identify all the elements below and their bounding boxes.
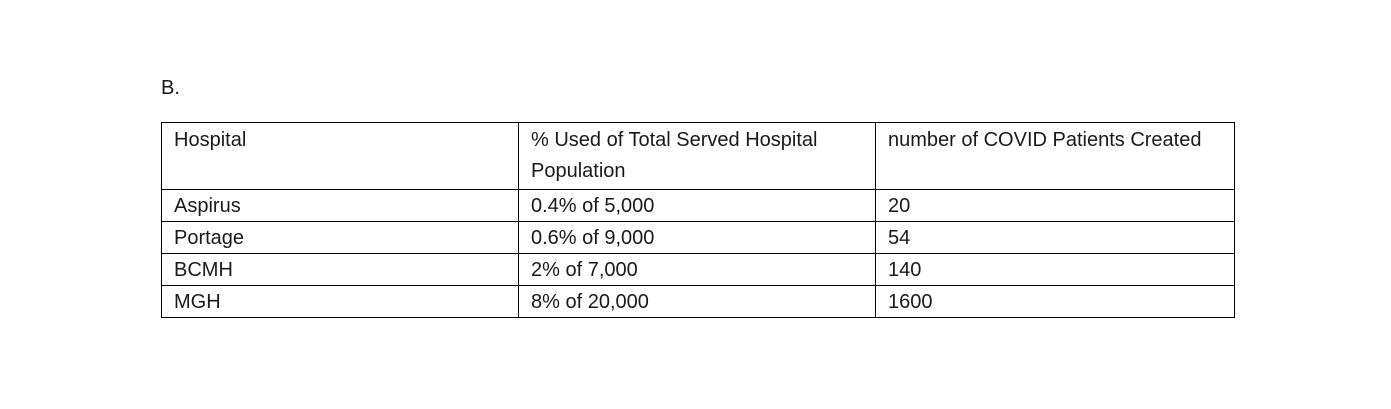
table-row: Portage 0.6% of 9,000 54 xyxy=(161,221,1235,254)
cell-hospital: MGH xyxy=(161,285,519,318)
cell-covid-patients: 140 xyxy=(875,253,1235,286)
table-row: Aspirus 0.4% of 5,000 20 xyxy=(161,189,1235,222)
header-percent-used: % Used of Total Served Hospital Populati… xyxy=(518,122,876,190)
cell-hospital: BCMH xyxy=(161,253,519,286)
section-label: B. xyxy=(161,77,180,99)
cell-percent-used: 0.6% of 9,000 xyxy=(518,221,876,254)
cell-covid-patients: 54 xyxy=(875,221,1235,254)
cell-hospital: Portage xyxy=(161,221,519,254)
cell-percent-used: 8% of 20,000 xyxy=(518,285,876,318)
cell-percent-used: 0.4% of 5,000 xyxy=(518,189,876,222)
table-row: MGH 8% of 20,000 1600 xyxy=(161,285,1235,318)
cell-hospital: Aspirus xyxy=(161,189,519,222)
cell-covid-patients: 20 xyxy=(875,189,1235,222)
table-header: Hospital % Used of Total Served Hospital… xyxy=(161,122,1235,190)
cell-percent-used: 2% of 7,000 xyxy=(518,253,876,286)
hospital-table: Hospital % Used of Total Served Hospital… xyxy=(161,122,1235,318)
cell-covid-patients: 1600 xyxy=(875,285,1235,318)
table-row: BCMH 2% of 7,000 140 xyxy=(161,253,1235,286)
header-hospital: Hospital xyxy=(161,122,519,190)
header-covid-patients: number of COVID Patients Created xyxy=(875,122,1235,190)
table-body: Aspirus 0.4% of 5,000 20 Portage 0.6% of… xyxy=(161,189,1235,318)
table-header-row: Hospital % Used of Total Served Hospital… xyxy=(161,122,1235,190)
